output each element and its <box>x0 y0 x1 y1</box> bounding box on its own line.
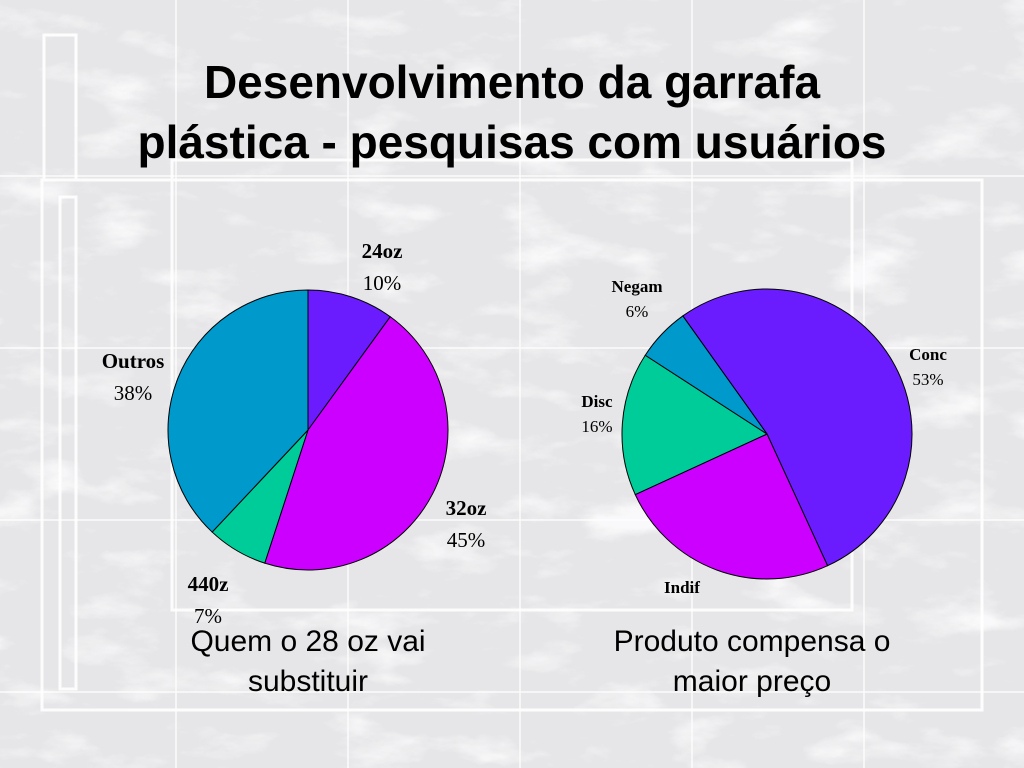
slice-name: Indif <box>664 578 700 597</box>
slice-label-24oz: 24oz 10% <box>362 239 403 295</box>
slice-percent: 38% <box>114 381 153 405</box>
slice-label-conc: Conc 53% <box>909 345 947 389</box>
pie-slice-24oz <box>307 289 391 432</box>
slice-label-32oz: 32oz 45% <box>446 496 487 552</box>
pie-slice-indif <box>634 433 829 580</box>
slice-name: 440z <box>188 572 229 596</box>
slice-name: 32oz <box>446 496 487 520</box>
slice-label-negam: Negam 6% <box>612 277 663 321</box>
pie-slice-conc <box>682 288 913 567</box>
slice-percent: 53% <box>912 370 943 389</box>
slice-percent: 7% <box>194 604 222 628</box>
slice-name: 24oz <box>362 239 403 263</box>
slice-label-440z: 440z 7% <box>188 572 229 628</box>
pie-chart-1: 24oz 10% 32oz 45% 440z 7% Outros 38% <box>102 239 487 628</box>
slice-name: Negam <box>612 277 663 296</box>
slice-percent: 10% <box>363 271 402 295</box>
pie-slice-disc <box>621 354 769 496</box>
slice-percent: 6% <box>626 302 649 321</box>
caption-right: Produto compensa o maior preço <box>613 625 891 698</box>
slide-title: Desenvolvimento da garrafa plástica - pe… <box>0 52 1024 172</box>
slide-title-line-1: Desenvolvimento da garrafa <box>203 56 821 108</box>
slice-label-indif: Indif <box>664 578 700 597</box>
slice-name: Disc <box>581 392 613 411</box>
slice-name: Outros <box>102 349 165 373</box>
slice-percent: 45% <box>447 528 486 552</box>
pie-slice-32oz <box>264 316 449 571</box>
slice-name: Conc <box>909 345 947 364</box>
slice-percent: 16% <box>581 417 612 436</box>
caption-left: Quem o 28 oz vai substituir <box>190 625 426 698</box>
slice-label-outros: Outros 38% <box>102 349 165 405</box>
slice-label-disc: Disc 16% <box>581 392 613 436</box>
pie-chart-2: Conc 53% Indif Disc 16% Negam 6% <box>581 277 947 597</box>
pie-slice-negam <box>644 315 768 435</box>
slide-title-line-2: plástica - pesquisas com usuários <box>137 116 887 168</box>
pie-slice-outros <box>167 289 309 533</box>
